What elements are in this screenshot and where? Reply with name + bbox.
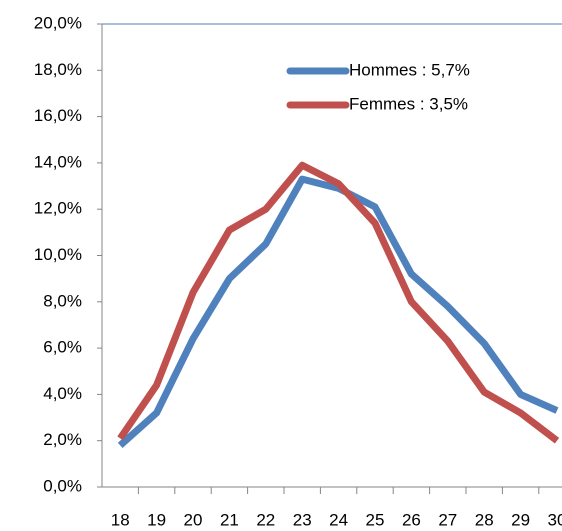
y-tick-label: 18,0% <box>34 60 82 79</box>
legend-label: Femmes : 3,5% <box>349 94 468 113</box>
y-tick-label: 16,0% <box>34 106 82 125</box>
y-tick-label: 10,0% <box>34 245 82 264</box>
y-tick-label: 6,0% <box>43 338 82 357</box>
y-tick-label: 20,0% <box>34 13 82 32</box>
x-tick-label: 21 <box>220 510 239 529</box>
legend-label: Hommes : 5,7% <box>349 60 470 79</box>
x-tick-label: 23 <box>293 510 312 529</box>
y-tick-label: 8,0% <box>43 291 82 310</box>
series-line <box>117 161 560 444</box>
x-tick-label: 24 <box>329 510 348 529</box>
x-tick-label: 26 <box>402 510 421 529</box>
y-tick-label: 4,0% <box>43 384 82 403</box>
x-tick-label: 30 <box>548 510 562 529</box>
x-tick-label: 18 <box>111 510 130 529</box>
x-tick-label: 19 <box>147 510 166 529</box>
x-tick-label: 27 <box>438 510 457 529</box>
y-tick-label: 0,0% <box>43 476 82 495</box>
x-tick-label: 22 <box>256 510 275 529</box>
x-tick-label: 29 <box>511 510 530 529</box>
y-tick-label: 12,0% <box>34 199 82 218</box>
y-tick-label: 2,0% <box>43 430 82 449</box>
x-tick-label: 20 <box>184 510 203 529</box>
x-tick-label: 25 <box>366 510 385 529</box>
y-tick-label: 14,0% <box>34 152 82 171</box>
x-tick-label: 28 <box>475 510 494 529</box>
